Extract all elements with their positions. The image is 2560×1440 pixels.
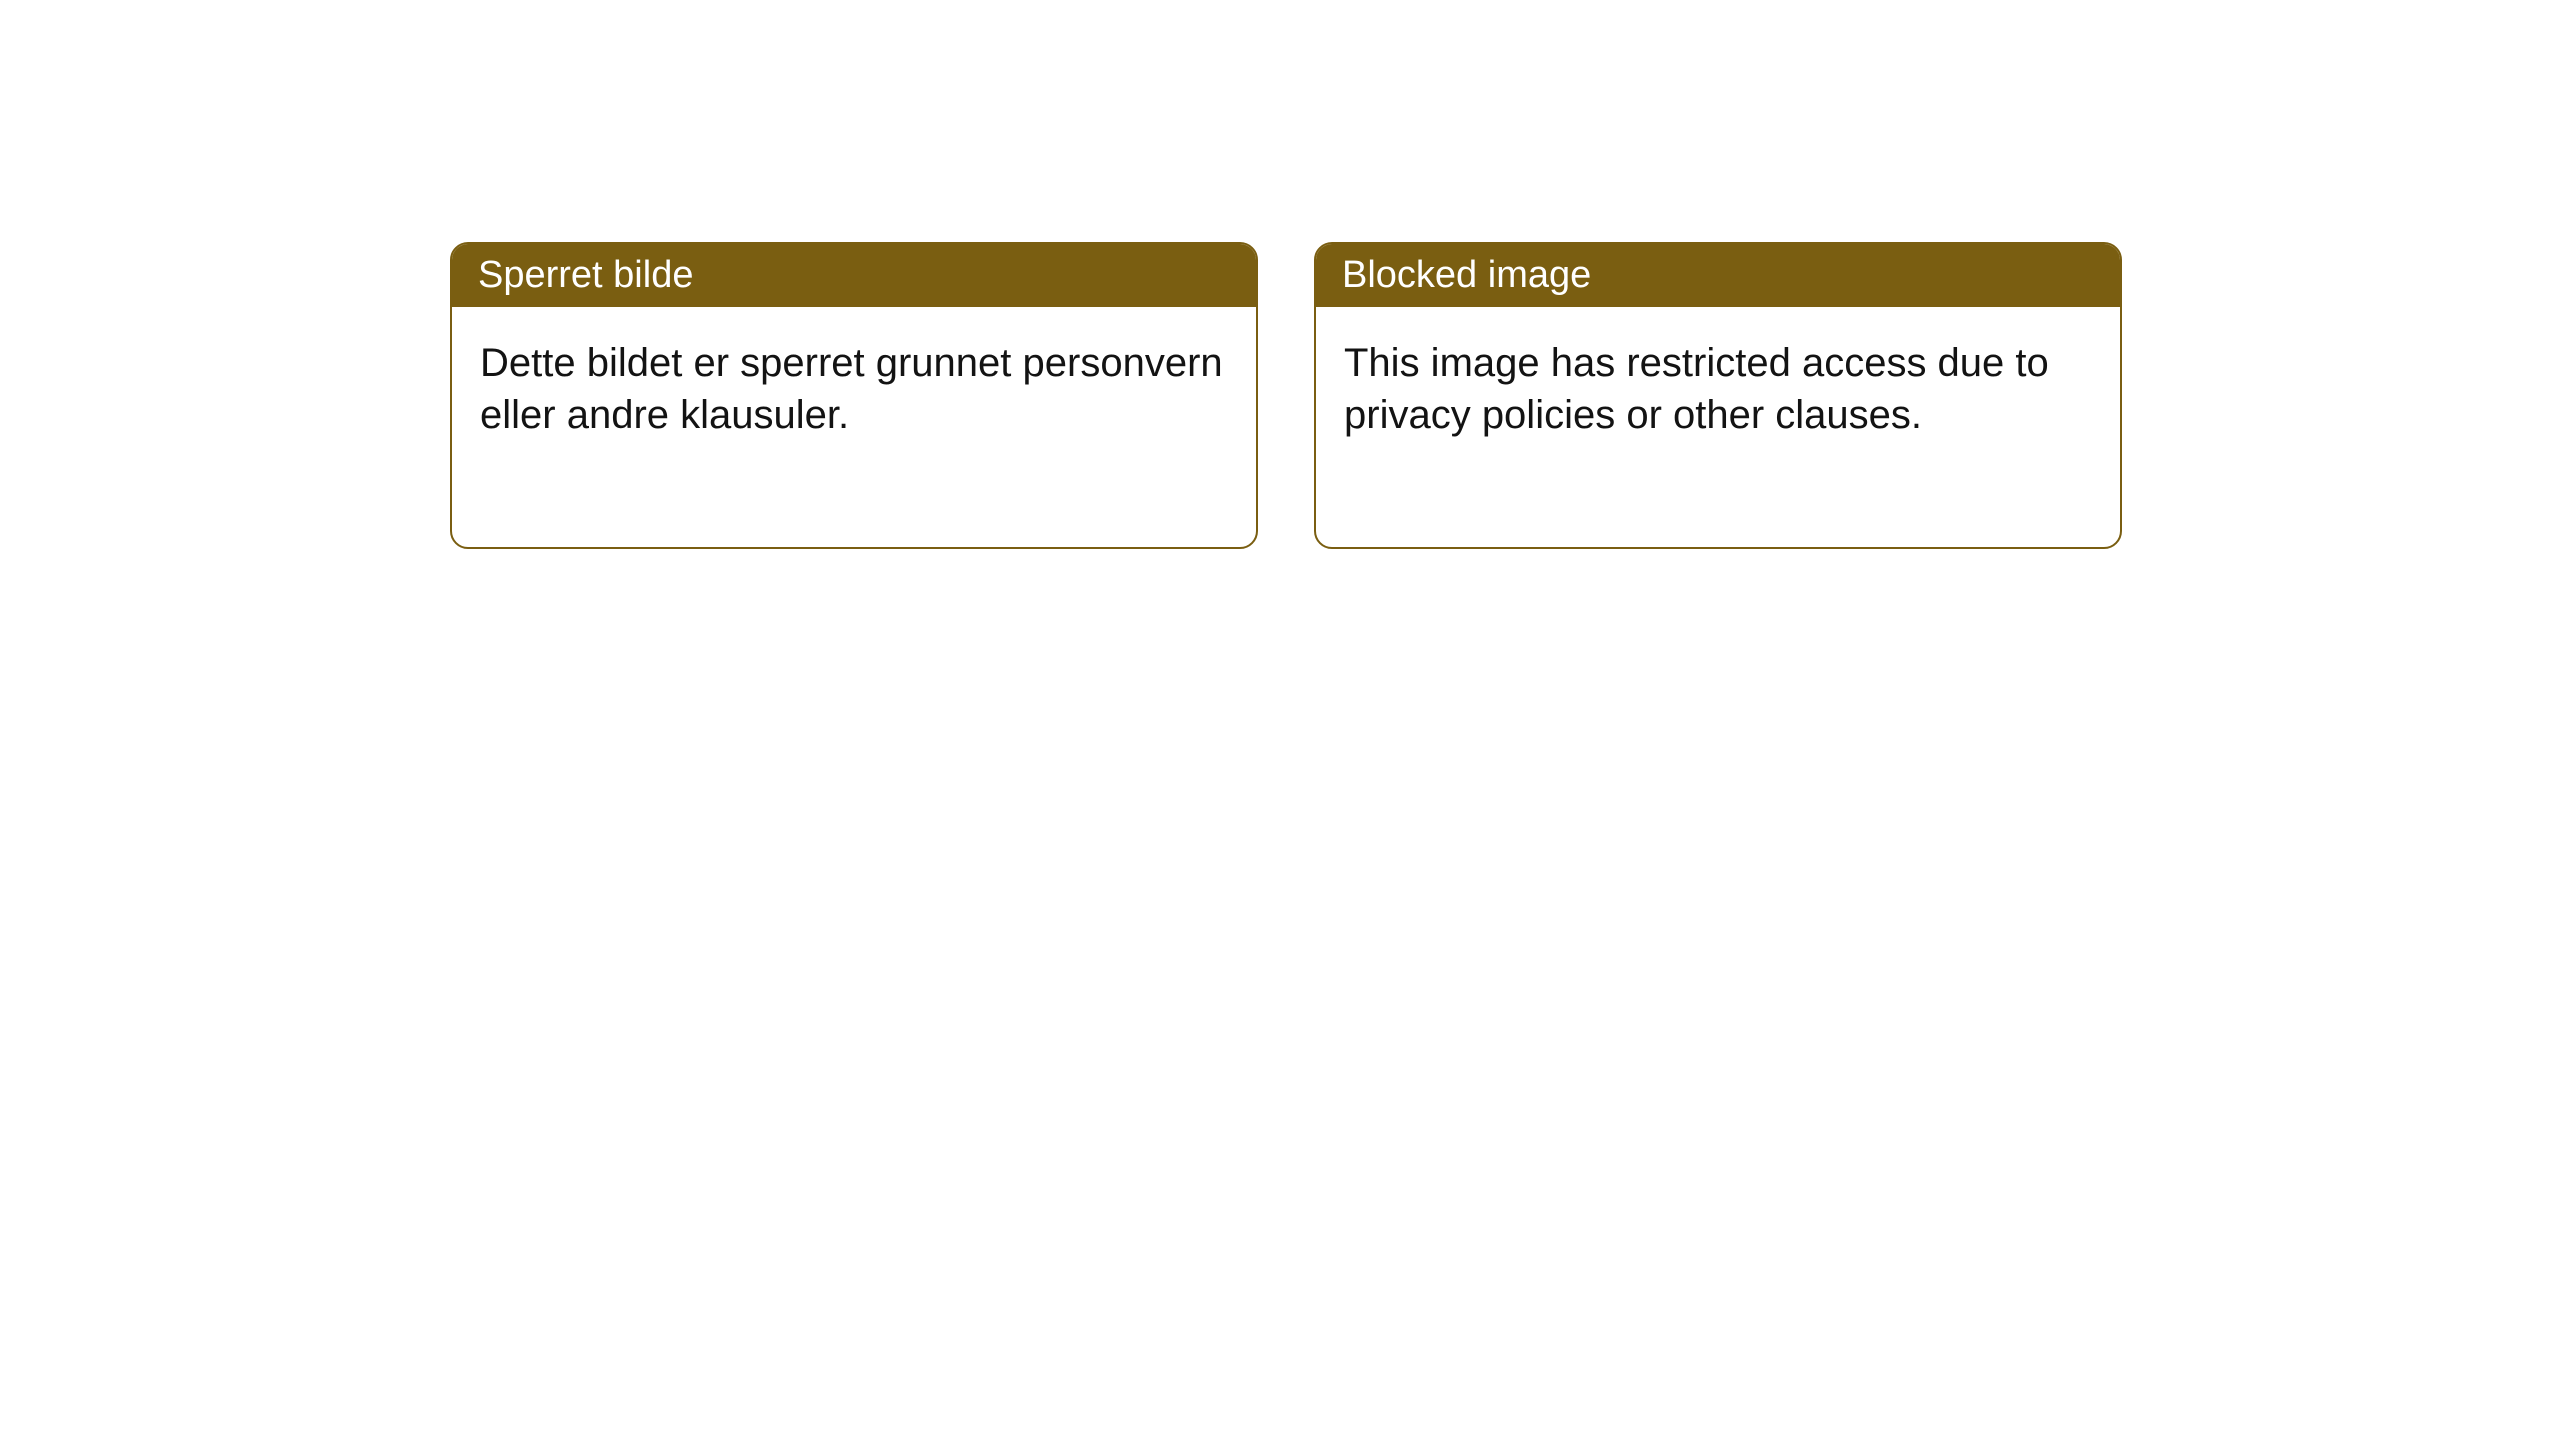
- notice-container: Sperret bilde Dette bildet er sperret gr…: [0, 0, 2560, 549]
- notice-title-no: Sperret bilde: [452, 244, 1256, 307]
- notice-body-no: Dette bildet er sperret grunnet personve…: [452, 307, 1256, 547]
- notice-card-en: Blocked image This image has restricted …: [1314, 242, 2122, 549]
- notice-title-en: Blocked image: [1316, 244, 2120, 307]
- notice-card-no: Sperret bilde Dette bildet er sperret gr…: [450, 242, 1258, 549]
- notice-body-en: This image has restricted access due to …: [1316, 307, 2120, 547]
